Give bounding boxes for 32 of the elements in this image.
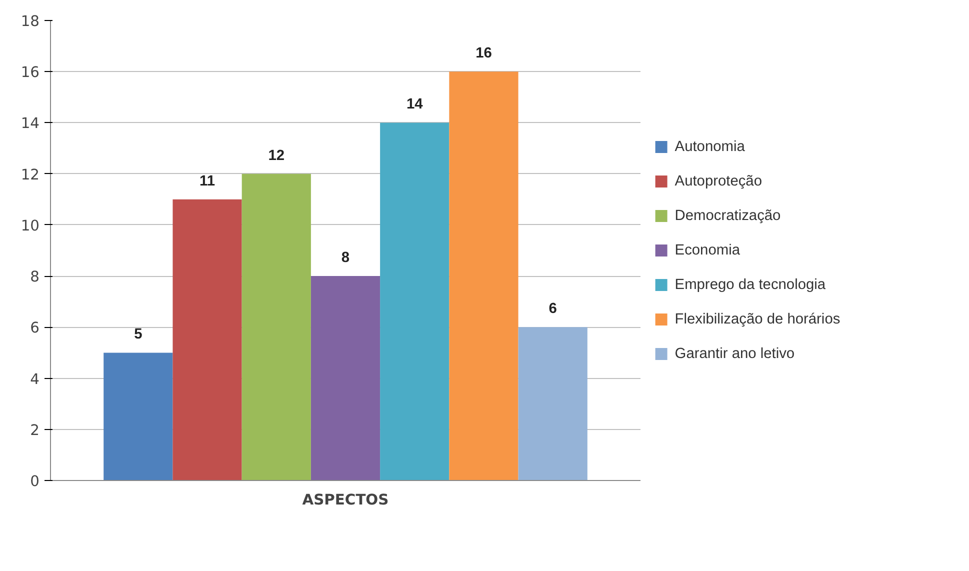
y-tick-label: 14 (20, 115, 40, 132)
y-tick-label: 2 (30, 422, 40, 439)
y-tick-label: 18 (20, 13, 40, 30)
y-tick-label: 12 (20, 166, 40, 184)
data-label: 14 (406, 96, 424, 113)
data-label: 5 (134, 326, 142, 343)
data-label: 12 (268, 148, 285, 164)
data-label: 16 (476, 46, 492, 62)
legend-label: Flexibilização de horários (674, 312, 840, 328)
y-tick-label: 6 (30, 320, 40, 337)
bar (380, 122, 450, 480)
legend-label: Democratização (674, 208, 781, 224)
legend-label: Economia (674, 242, 741, 258)
data-label: 11 (200, 173, 216, 190)
bar (518, 327, 588, 480)
legend-label: Autoproteção (674, 174, 762, 190)
y-tick-label: 0 (30, 473, 40, 490)
legend-label: Autonomia (674, 139, 746, 155)
y-tick-label: 8 (30, 268, 40, 286)
x-tick-label: ASPECTOS (302, 492, 389, 508)
bar (242, 174, 311, 480)
bar (449, 72, 518, 480)
data-label: 8 (341, 250, 350, 266)
bar (172, 199, 242, 480)
bar (310, 276, 380, 480)
y-tick-label: 4 (30, 370, 40, 388)
data-label: 6 (548, 301, 557, 318)
legend-label: Emprego da tecnologia (674, 277, 826, 293)
y-tick-label: 16 (20, 64, 40, 82)
legend-label: Garantir ano letivo (674, 346, 795, 362)
bar (104, 352, 173, 480)
y-tick-label: 10 (20, 217, 40, 234)
